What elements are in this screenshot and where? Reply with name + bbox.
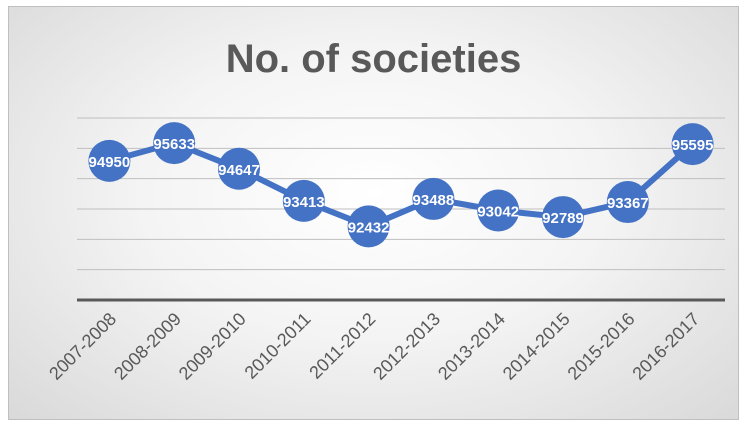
- data-label: 93488: [413, 192, 455, 209]
- x-tick-label: 2011-2012: [305, 309, 379, 383]
- data-point: [477, 189, 520, 232]
- data-point: [671, 123, 714, 166]
- data-label: 94647: [218, 162, 260, 179]
- x-tick-label: 2014-2015: [499, 309, 574, 384]
- data-point: [153, 122, 196, 165]
- x-tick-label: 2012-2013: [369, 309, 444, 384]
- x-tick-label: 2015-2016: [564, 309, 639, 384]
- x-tick-label: 2008-2009: [110, 309, 185, 384]
- data-label: 92432: [348, 219, 390, 236]
- data-label: 93413: [283, 194, 325, 211]
- data-label: 93367: [607, 195, 649, 212]
- data-point: [347, 205, 390, 248]
- x-tick-label: 2013-2014: [434, 309, 509, 384]
- x-tick-label: 2016-2017: [628, 309, 703, 384]
- data-point: [88, 139, 131, 182]
- data-label: 94950: [89, 154, 131, 171]
- x-tick-label: 2010-2011: [241, 309, 315, 383]
- data-point: [606, 181, 649, 224]
- series-line: [108, 140, 695, 230]
- data-label: 95595: [672, 137, 714, 154]
- data-label: 95633: [153, 136, 195, 153]
- data-label: 93042: [477, 204, 519, 221]
- chart-title: No. of societies: [225, 37, 522, 81]
- data-point: [542, 196, 584, 239]
- data-point: [412, 177, 455, 220]
- x-tick-label: 2009-2010: [175, 309, 250, 384]
- x-tick-label: 2007-2008: [45, 309, 120, 384]
- data-point: [282, 179, 325, 222]
- data-label: 92789: [542, 210, 584, 227]
- data-point: [218, 147, 260, 190]
